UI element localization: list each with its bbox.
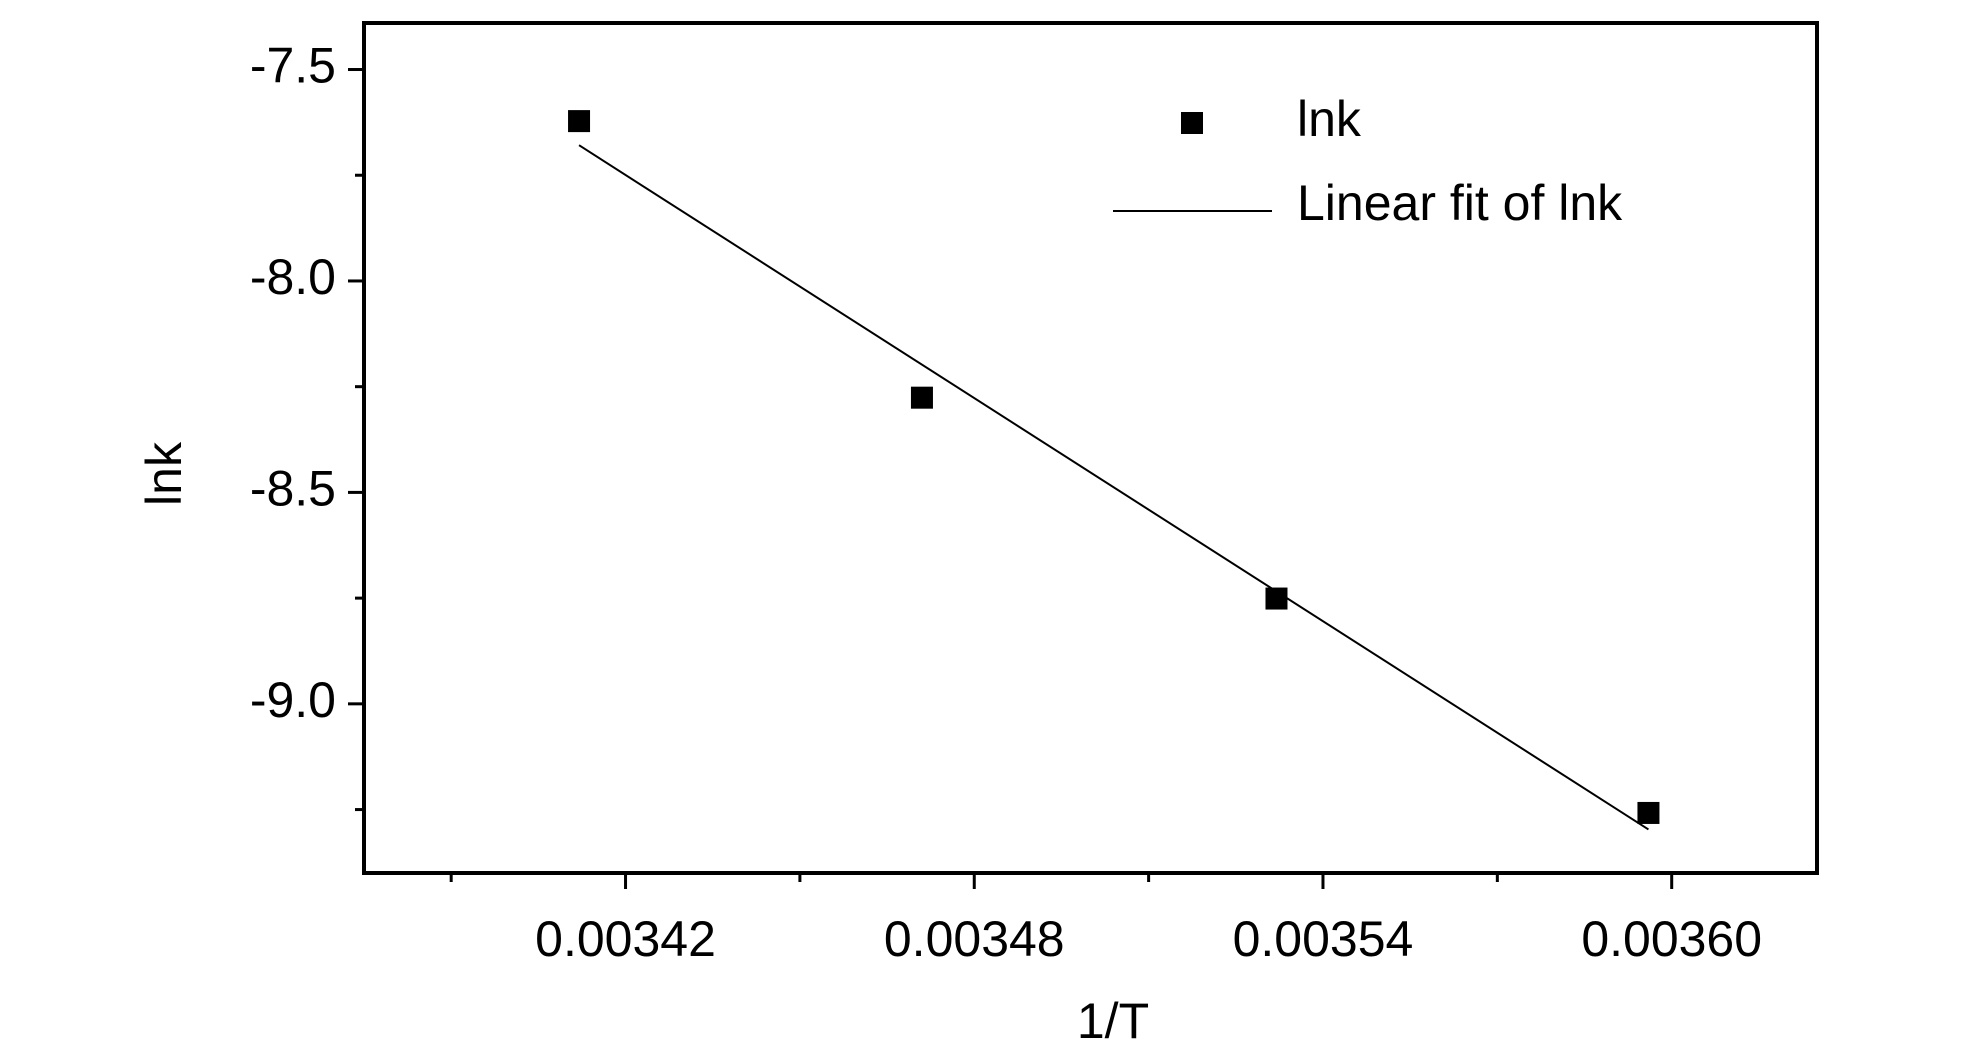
- y-tick-label: -8.0: [250, 249, 336, 305]
- data-point: [1265, 587, 1288, 610]
- x-tick-label: 0.00348: [884, 911, 1065, 967]
- x-axis-label: 1/T: [1077, 993, 1149, 1049]
- y-axis-label: lnk: [136, 441, 192, 506]
- y-tick-label: -9.0: [250, 672, 336, 728]
- plot-frame: [362, 21, 1819, 875]
- legend-label: Linear fit of lnk: [1297, 175, 1623, 231]
- data-point: [910, 386, 933, 409]
- data-point: [568, 110, 591, 133]
- x-tick-label: 0.00342: [535, 911, 716, 967]
- y-tick-label: -7.5: [250, 38, 336, 94]
- fit-line: [578, 144, 1649, 831]
- x-tick-label: 0.00360: [1581, 911, 1762, 967]
- data-point: [1637, 801, 1660, 824]
- x-tick-label: 0.00354: [1233, 911, 1414, 967]
- y-tick-label: -8.5: [250, 461, 336, 517]
- legend-label: lnk: [1297, 91, 1362, 147]
- legend-marker: [1181, 112, 1203, 134]
